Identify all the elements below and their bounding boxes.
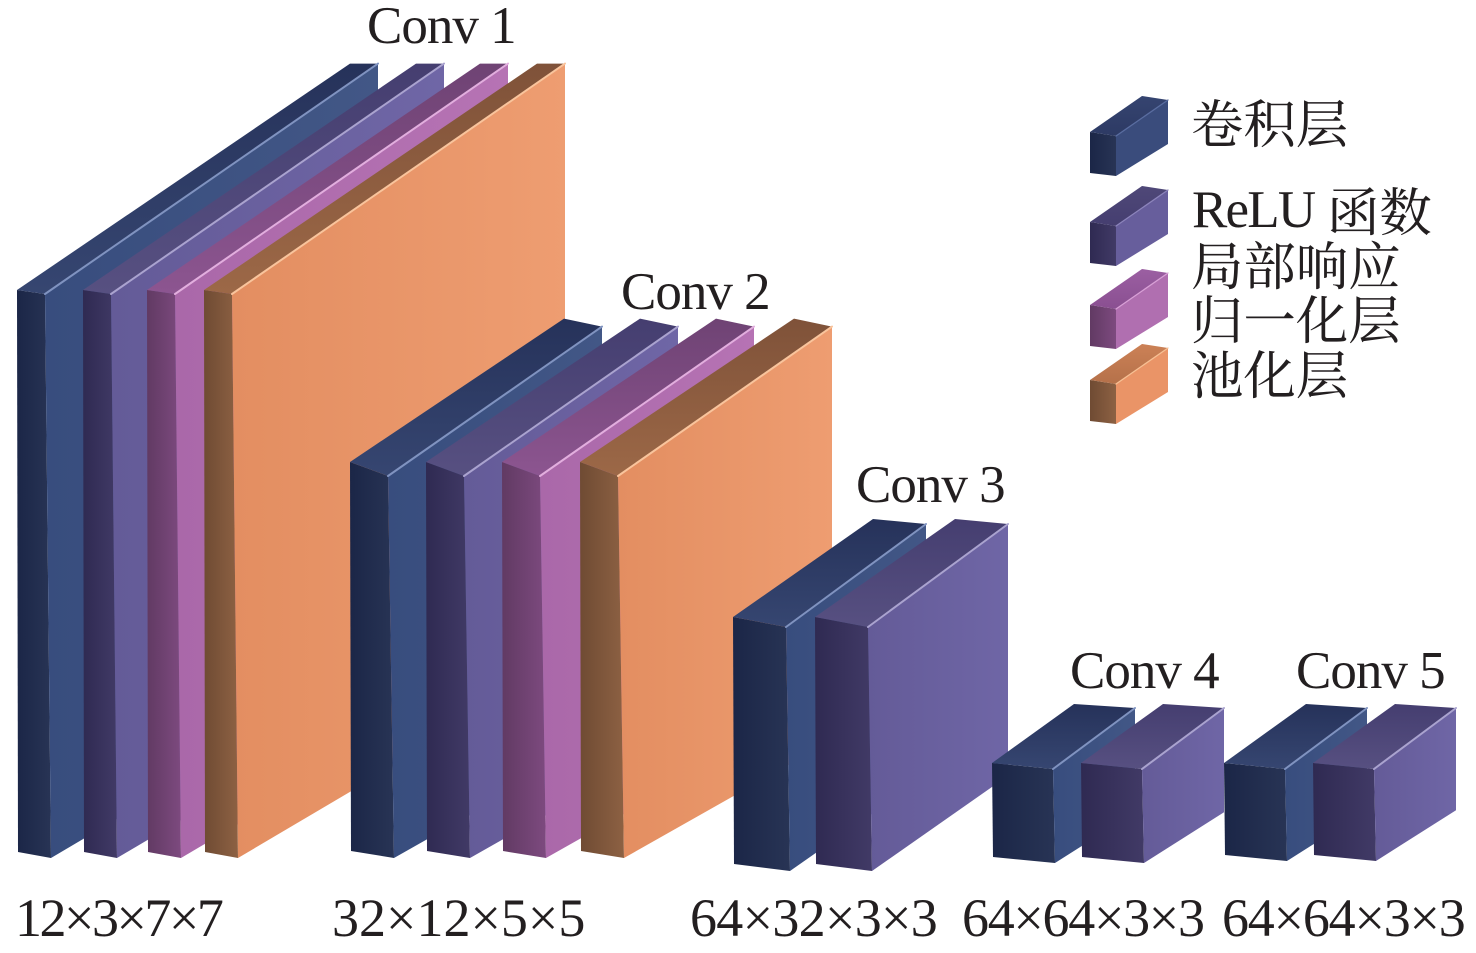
svg-text:Conv 5: Conv 5 xyxy=(1296,642,1445,700)
svg-text:64×64×3×3: 64×64×3×3 xyxy=(1222,888,1465,948)
svg-text:12×3×7×7: 12×3×7×7 xyxy=(15,888,223,948)
svg-text:64×64×3×3: 64×64×3×3 xyxy=(962,888,1204,948)
svg-text:Conv 4: Conv 4 xyxy=(1070,642,1219,700)
svg-text:Conv 3: Conv 3 xyxy=(856,456,1005,514)
svg-text:Conv 2: Conv 2 xyxy=(621,263,770,321)
svg-text:32×12×5×5: 32×12×5×5 xyxy=(332,888,585,948)
svg-text:64×32×3×3: 64×32×3×3 xyxy=(690,888,937,948)
svg-text:Conv 1: Conv 1 xyxy=(367,0,516,55)
svg-text:ReLU: ReLU xyxy=(1192,181,1316,239)
